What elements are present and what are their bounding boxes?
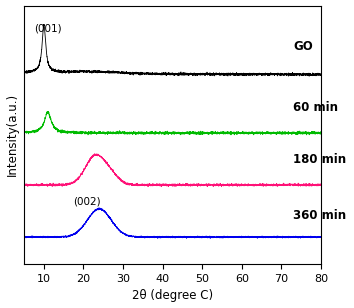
Y-axis label: Intensity(a.u.): Intensity(a.u.): [6, 93, 18, 176]
Text: (001): (001): [34, 24, 62, 34]
Text: GO: GO: [293, 40, 313, 53]
X-axis label: 2θ (degree C): 2θ (degree C): [132, 290, 213, 302]
Text: 60 min: 60 min: [293, 101, 338, 114]
Text: (002): (002): [74, 197, 101, 207]
Text: 360 min: 360 min: [293, 209, 346, 222]
Text: 180 min: 180 min: [293, 153, 346, 166]
